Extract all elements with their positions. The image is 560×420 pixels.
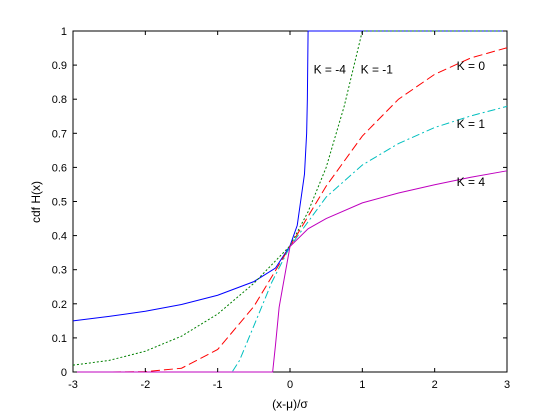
series-line-k-4 [72, 30, 507, 322]
y-tick-label: 0.4 [52, 231, 67, 243]
annotation-k-4: K = -4 [314, 63, 347, 77]
y-axis-label: cdf H(x) [29, 181, 43, 223]
x-tick-label: 2 [432, 379, 438, 391]
y-tick-label: 0.1 [52, 333, 67, 345]
annotation-k-1: K = 1 [457, 117, 486, 131]
x-axis-label: (x-μ)/σ [272, 397, 308, 411]
x-tick-label: 3 [504, 379, 510, 391]
y-tick-label: 0 [61, 367, 67, 379]
plot-area [72, 30, 508, 373]
y-tick-label: 0.6 [52, 162, 67, 174]
x-tick-label: -2 [140, 379, 150, 391]
y-tick-label: 0.7 [52, 128, 67, 140]
x-tick-label: 1 [359, 379, 365, 391]
annotation-k-1: K = -1 [361, 63, 394, 77]
y-tick-label: 0.2 [52, 299, 67, 311]
y-tick-label: 0.5 [52, 197, 67, 209]
annotations: K = -4 K = -1 K = 0 K = 1 K = 4 [314, 59, 486, 189]
y-tick-label: 0.8 [52, 94, 67, 106]
x-tick-label: -1 [213, 379, 223, 391]
y-tick-label: 1 [61, 26, 67, 38]
y-axis-ticks: 0 0.1 0.2 0.3 0.4 0.5 0.6 0.7 0.8 0.9 1 [52, 26, 507, 379]
x-axis-ticks: -3 -2 -1 0 1 2 3 [68, 31, 510, 391]
series-line-k-1 [72, 30, 507, 366]
y-tick-label: 0.3 [52, 265, 67, 277]
series-line-k-4 [73, 170, 508, 373]
x-tick-label: -3 [68, 379, 78, 391]
annotation-k-0: K = 0 [457, 59, 486, 73]
x-tick-label: 0 [287, 379, 293, 391]
y-tick-label: 0.9 [52, 60, 67, 72]
annotation-k-4: K = 4 [457, 175, 486, 189]
